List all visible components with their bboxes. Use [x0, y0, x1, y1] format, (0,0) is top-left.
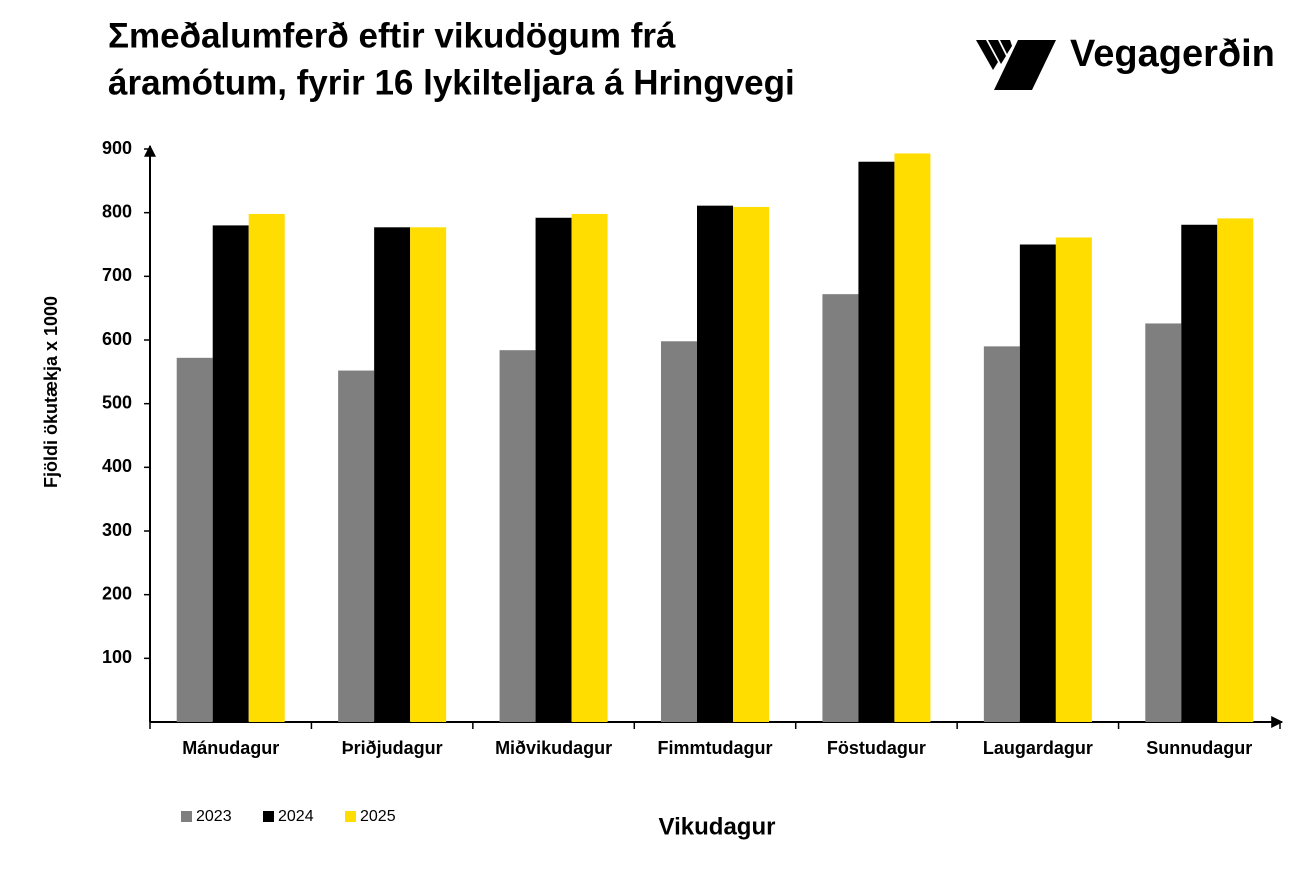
bar	[499, 350, 536, 722]
bar	[410, 227, 447, 722]
bar	[894, 153, 931, 722]
bar	[733, 206, 769, 723]
chart-title: áramótum, fyrir 16 lykilteljara á Hringv…	[108, 63, 795, 102]
bar	[248, 213, 285, 722]
bar	[212, 225, 249, 722]
y-axis-label: Fjöldi ökutækja x 1000	[41, 296, 61, 488]
x-tick-label: Miðvikudagur	[495, 738, 612, 758]
bar	[1181, 224, 1218, 722]
bar	[822, 294, 859, 722]
bar	[983, 346, 1020, 722]
y-tick-label: 100	[102, 647, 132, 667]
y-tick-label: 500	[102, 392, 132, 412]
y-tick-label: 700	[102, 265, 132, 285]
bar	[661, 341, 697, 722]
legend-swatch	[181, 811, 192, 822]
bar	[1019, 244, 1056, 722]
legend-swatch	[263, 811, 274, 822]
bar	[697, 205, 733, 722]
x-tick-label: Sunnudagur	[1146, 738, 1252, 758]
x-tick-label: Þriðjudagur	[342, 738, 443, 758]
x-tick-label: Fimmtudagur	[658, 738, 773, 758]
y-tick-label: 600	[102, 329, 132, 349]
legend-label: 2023	[196, 808, 232, 825]
x-tick-label: Föstudagur	[827, 738, 926, 758]
y-tick-label: 400	[102, 456, 132, 476]
legend-swatch	[345, 811, 356, 822]
chart-title: Σmeðalumferð eftir vikudögum frá	[108, 16, 676, 55]
legend-label: 2025	[360, 808, 396, 825]
logo-mark	[976, 40, 1056, 90]
bar	[1055, 237, 1092, 722]
bar	[338, 370, 375, 722]
legend-label: 2024	[278, 808, 314, 825]
bar	[535, 217, 572, 722]
bar	[1145, 323, 1182, 722]
bar	[858, 161, 895, 722]
bar	[1217, 218, 1254, 722]
bar	[571, 213, 608, 722]
x-axis-label: Vikudagur	[659, 813, 776, 840]
bar	[374, 227, 411, 722]
logo-text: Vegagerðin	[1070, 33, 1275, 75]
y-tick-label: 200	[102, 583, 132, 603]
bar	[176, 357, 213, 722]
x-tick-label: Mánudagur	[182, 738, 279, 758]
y-tick-label: 300	[102, 520, 132, 540]
x-tick-label: Laugardagur	[983, 738, 1093, 758]
y-tick-label: 900	[102, 138, 132, 158]
y-tick-label: 800	[102, 201, 132, 221]
